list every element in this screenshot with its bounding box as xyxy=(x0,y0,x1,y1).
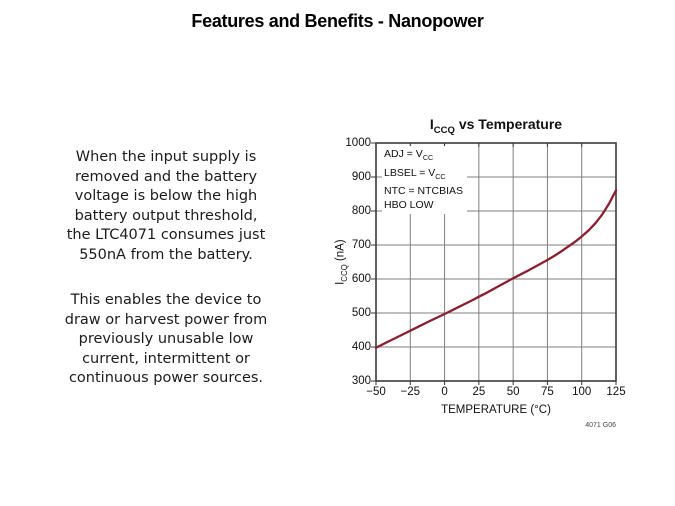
body-text: When the input supply is removed and the… xyxy=(18,148,314,415)
x-tick-label: 125 xyxy=(606,386,626,398)
x-tick-label: 75 xyxy=(541,386,554,398)
x-tick-label: 25 xyxy=(472,386,486,398)
annotation-line: HBO LOW xyxy=(384,199,434,212)
paragraph-2: This enables the device to draw or harve… xyxy=(64,292,268,386)
annotation-line: NTC = NTCBIAS xyxy=(384,185,464,197)
chart-title: ICCQ vs Temperature xyxy=(429,116,563,136)
x-tick-label: 0 xyxy=(441,386,448,398)
y-tick-label: 700 xyxy=(351,239,371,251)
y-tick-label: 300 xyxy=(351,375,371,387)
paragraph-1: When the input supply is removed and the… xyxy=(66,149,266,263)
plot-annotations: ADJ = VCC LBSEL = VCC NTC = NTCBIAS HBO … xyxy=(382,146,468,214)
y-tick-label: 600 xyxy=(351,273,371,285)
iccq-curve xyxy=(374,189,618,349)
y-tick-label: 1000 xyxy=(345,137,371,149)
y-tick-label: 800 xyxy=(351,205,371,217)
figure-number: 4071 G06 xyxy=(585,422,616,429)
x-axis-label: TEMPERATURE (°C) xyxy=(441,404,551,416)
y-tick-label: 400 xyxy=(351,341,371,353)
annotation-line: LBSEL = VCC xyxy=(384,166,446,181)
x-tick-label: 50 xyxy=(506,386,520,398)
x-tick-label: −50 xyxy=(366,386,386,398)
x-tick-label: −25 xyxy=(400,386,421,398)
y-tick-label: 900 xyxy=(351,171,371,183)
page-title: Features and Benefits - Nanopower xyxy=(191,11,484,31)
annotation-line: ADJ = VCC xyxy=(384,148,434,163)
iccq-vs-temperature-chart: ICCQ vs Temperature ICCQ (nA) ADJ = VCC … xyxy=(335,112,647,447)
plot-area: ADJ = VCC LBSEL = VCC NTC = NTCBIAS HBO … xyxy=(371,142,618,385)
x-tick-label: 100 xyxy=(572,386,592,398)
y-tick-label: 500 xyxy=(351,307,371,319)
